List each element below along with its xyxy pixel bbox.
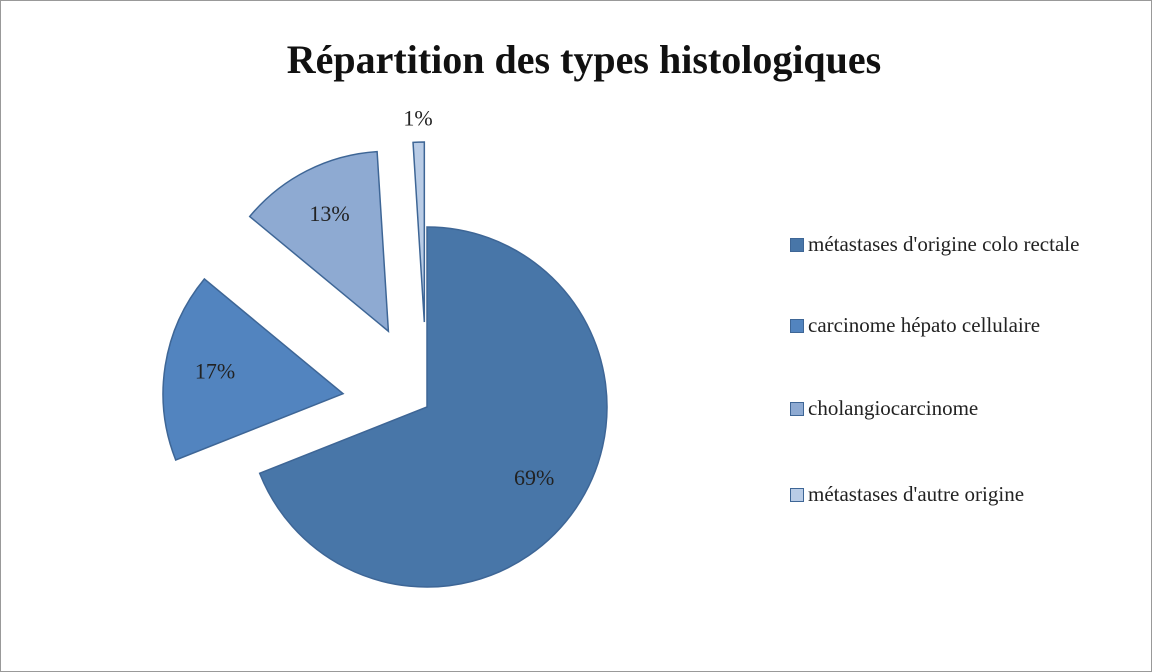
pie-slice (258, 226, 608, 588)
data-label: 1% (403, 106, 432, 131)
data-label: 17% (195, 358, 235, 383)
data-label: 13% (309, 201, 349, 226)
pie-slice (162, 277, 345, 461)
legend-swatch (790, 319, 804, 333)
legend-swatch (790, 402, 804, 416)
legend-label: carcinome hépato cellulaire (808, 313, 1041, 337)
legend-label: métastases d'origine colo rectale (808, 232, 1080, 256)
chart-title: Répartition des types histologiques (287, 37, 882, 82)
legend-swatch (790, 488, 804, 502)
legend-label: cholangiocarcinome (808, 396, 979, 420)
legend-swatch (790, 238, 804, 252)
legend-label: métastases d'autre origine (808, 482, 1025, 506)
pie-slice (248, 150, 390, 333)
data-label: 69% (514, 465, 554, 490)
pie-slice (412, 141, 426, 323)
